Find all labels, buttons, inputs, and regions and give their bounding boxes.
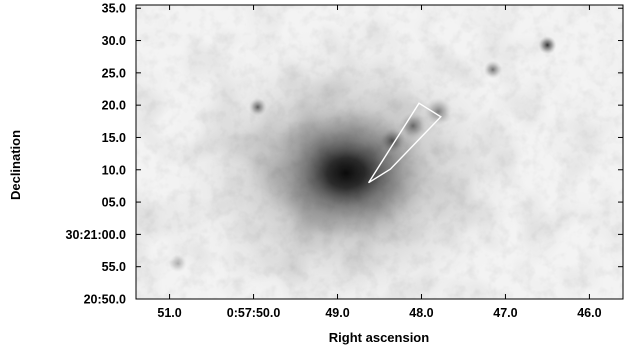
x-axis-ticks: 51.0 0:57:50.0 49.0 48.0 47.0 46.0 <box>157 5 602 320</box>
x-axis-title: Right ascension <box>329 330 429 345</box>
y-tick-label: 30:21:00.0 <box>66 228 127 242</box>
y-tick-label: 20:50.0 <box>84 293 126 307</box>
y-tick-label: 25.0 <box>102 66 126 80</box>
y-tick-label: 10.0 <box>102 163 126 177</box>
x-tick-label: 46.0 <box>577 306 601 320</box>
y-tick-label: 15.0 <box>102 131 126 145</box>
y-tick-label: 05.0 <box>102 196 126 210</box>
x-tick-label: 51.0 <box>157 306 181 320</box>
plot-area <box>135 4 624 300</box>
region-box[interactable] <box>368 102 442 184</box>
texture-grain <box>136 5 623 299</box>
y-tick-label: 30.0 <box>102 34 126 48</box>
y-tick-label: 20.0 <box>102 99 126 113</box>
x-tick-label: 49.0 <box>325 306 349 320</box>
plot-frame <box>135 4 624 300</box>
x-tick-label: 48.0 <box>409 306 433 320</box>
y-axis-ticks: 35.0 30.0 25.0 20.0 15.0 10.0 05.0 30:21:00.0 55… <box>66 2 623 307</box>
x-tick-label: 0:57:50.0 <box>227 306 281 320</box>
y-tick-label: 35.0 <box>102 2 126 16</box>
y-axis-title: Declination <box>8 130 23 200</box>
y-tick-label: 55.0 <box>102 260 126 274</box>
x-tick-label: 47.0 <box>493 306 517 320</box>
